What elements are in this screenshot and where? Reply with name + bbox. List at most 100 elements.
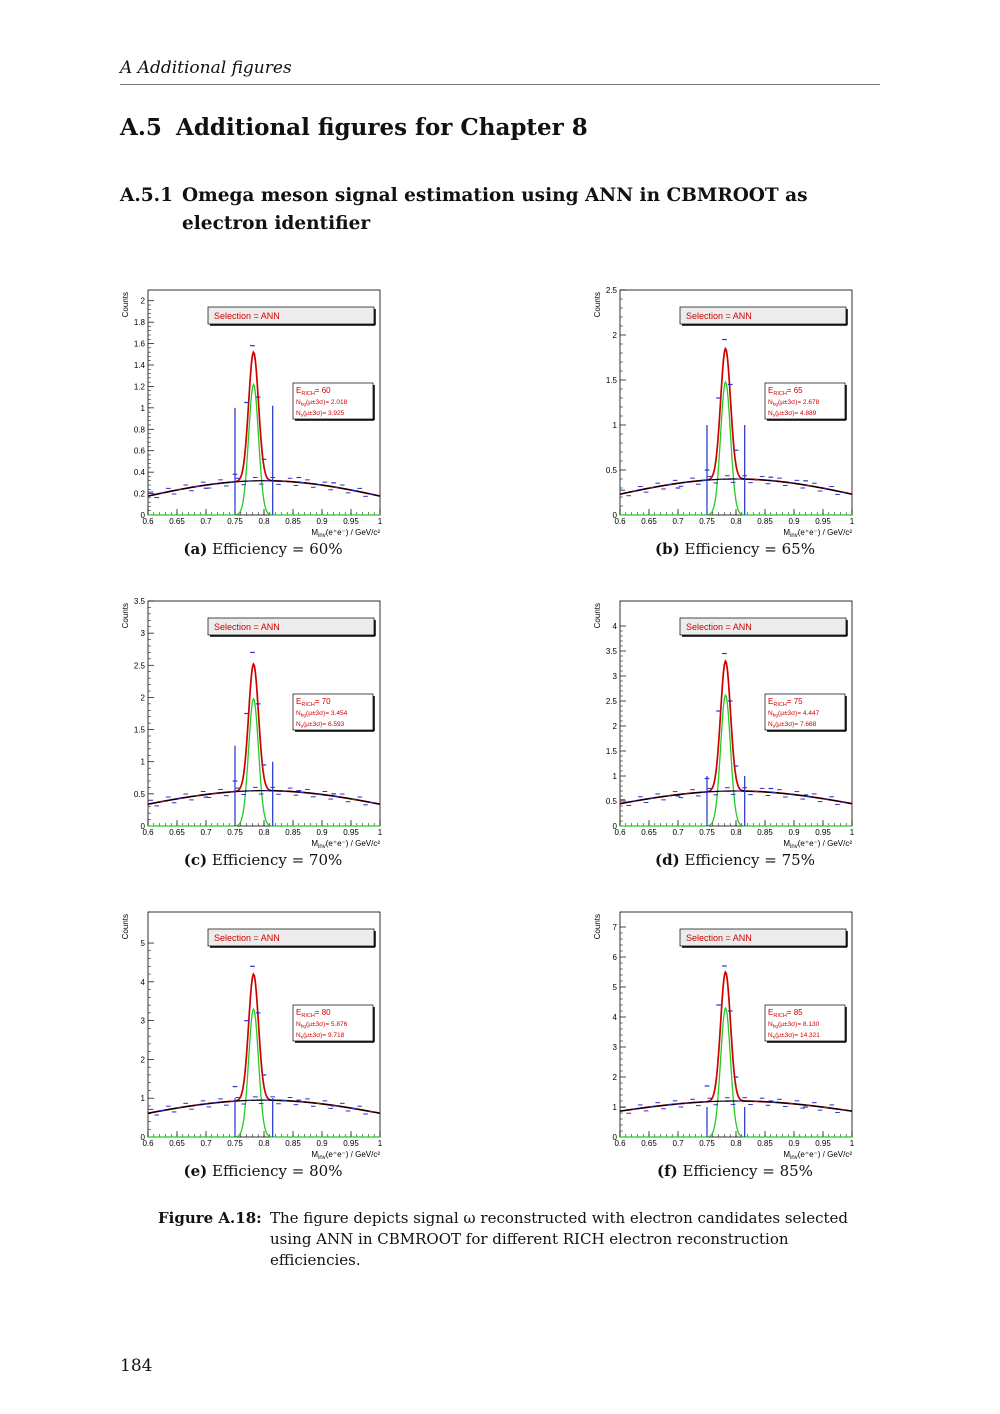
x-tick-label: 0.95: [343, 517, 359, 526]
x-tick-label: 0.95: [815, 828, 831, 837]
y-axis-label: Counts: [121, 914, 130, 939]
y-tick-label: 1.2: [134, 382, 146, 391]
subfigure-label: (e): [183, 1162, 208, 1180]
header-rule: [120, 84, 880, 85]
subsection-title-text: Omega meson signal estimation using ANN …: [182, 185, 808, 234]
subfigure-label: (f): [657, 1162, 678, 1180]
y-tick-label: 2: [141, 297, 146, 306]
x-tick-label: 0.85: [285, 828, 301, 837]
y-tick-label: 1: [141, 1094, 146, 1103]
info-n-bg: Nbg(μ±3σ)= 2.678: [768, 399, 820, 408]
background-fit-curve: [147, 480, 381, 497]
signal-fit-curve: [148, 382, 380, 516]
info-e-rich: ERICH= 65: [768, 386, 803, 397]
x-tick-label: 0.65: [641, 1139, 657, 1148]
info-box: [764, 382, 846, 420]
info-n-s: Ns(μ±3σ)= 4.889: [768, 410, 817, 419]
plot-svg: 0 0.5 1 1.5 2 2.5 3 3.5 4 0.6 0.65 0.7 0.75 0.8 0.85 0.…: [593, 600, 855, 850]
info-n-s: Ns(μ±3σ)= 14.321: [768, 1032, 820, 1041]
subfigure-caption: (e) Efficiency = 80%: [118, 1162, 408, 1180]
subfigure-label: (d): [655, 851, 680, 869]
legend-box: [679, 306, 847, 325]
y-tick-label: 2.5: [606, 286, 618, 295]
legend-title: Selection = ANN: [686, 933, 752, 943]
plot-svg: 0 0.2 0.4 0.6 0.8 1 1.2 1.4 1.6 1.8 2 0.6 0.65 0.7 0.7…: [121, 289, 383, 539]
y-tick-label: 5: [141, 939, 146, 948]
info-n-bg: Nbg(μ±3σ)= 4.447: [768, 710, 820, 719]
page-number: 184: [120, 1356, 153, 1376]
info-n-s: Ns(μ±3σ)= 7.668: [768, 721, 817, 730]
legend-box: [207, 617, 375, 636]
y-tick-label: 0.8: [134, 425, 146, 434]
x-axis-label: Minv(e⁺e⁻) / GeV/c²: [311, 528, 380, 539]
y-tick-label: 3: [141, 629, 146, 638]
subfigure-caption: (d) Efficiency = 75%: [590, 851, 880, 869]
signal-fit-curve: [620, 693, 852, 827]
y-tick-label: 0.5: [134, 790, 146, 799]
figure-caption: Figure A.18: The figure depicts signal ω…: [158, 1208, 858, 1271]
signal-fit-curve: [620, 1006, 852, 1138]
y-tick-label: 2: [613, 331, 618, 340]
x-tick-label: 0.85: [285, 1139, 301, 1148]
x-tick-label: 0.9: [316, 1139, 328, 1148]
x-tick-label: 0.85: [285, 517, 301, 526]
subfigure-caption-text: Efficiency = 75%: [679, 851, 815, 869]
info-n-s: Ns(μ±3σ)= 9.718: [296, 1032, 345, 1041]
y-tick-label: 0: [613, 822, 618, 831]
x-tick-label: 0.6: [614, 828, 626, 837]
plot-panel: 0 0.5 1 1.5 2 2.5 3 3.5 4 0.6 0.65 0.7 0.75 0.8 0.85 0.…: [590, 596, 880, 896]
info-n-bg: Nbg(μ±3σ)= 8.130: [768, 1021, 820, 1030]
x-axis-label: Minv(e⁺e⁻) / GeV/c²: [783, 1150, 852, 1161]
background-fit-curve: [619, 790, 853, 805]
y-tick-label: 2: [141, 693, 146, 702]
y-axis-label: Counts: [593, 292, 602, 317]
legend-box: [207, 306, 375, 325]
info-e-rich: ERICH= 85: [768, 1008, 803, 1019]
legend-box: [679, 617, 847, 636]
x-tick-label: 0.95: [815, 1139, 831, 1148]
subfigure-caption-text: Efficiency = 85%: [677, 1162, 813, 1180]
info-box: [764, 1004, 846, 1042]
x-tick-label: 0.6: [614, 1139, 626, 1148]
legend-title: Selection = ANN: [214, 933, 280, 943]
x-tick-label: 0.8: [258, 517, 270, 526]
x-tick-label: 1: [850, 828, 855, 837]
subfigure-caption: (b) Efficiency = 65%: [590, 540, 880, 558]
x-tick-label: 0.8: [730, 1139, 742, 1148]
plot-svg: 0 1 2 3 4 5 0.6 0.65 0.7 0.75 0.8 0.85 0.9 0.95 1 Count…: [121, 911, 383, 1161]
subfigure-label: (a): [183, 540, 208, 558]
info-n-bg: Nbg(μ±3σ)= 5.876: [296, 1021, 348, 1030]
y-tick-label: 5: [613, 983, 618, 992]
x-tick-label: 0.8: [730, 828, 742, 837]
subsection-title: A.5.1 Omega meson signal estimation usin…: [120, 182, 882, 238]
x-tick-label: 0.85: [757, 828, 773, 837]
y-tick-label: 3: [613, 1043, 618, 1052]
info-e-rich: ERICH= 70: [296, 697, 331, 708]
figure-caption-text: The figure depicts signal ω reconstructe…: [270, 1209, 848, 1269]
x-tick-label: 0.9: [316, 828, 328, 837]
subfigure-caption-text: Efficiency = 65%: [679, 540, 815, 558]
info-e-rich: ERICH= 80: [296, 1008, 331, 1019]
x-tick-label: 1: [378, 1139, 383, 1148]
x-tick-label: 0.75: [227, 1139, 243, 1148]
y-tick-label: 3: [613, 672, 618, 681]
y-tick-label: 1: [613, 1103, 618, 1112]
legend-title: Selection = ANN: [686, 622, 752, 632]
subfigure-caption: (c) Efficiency = 70%: [118, 851, 408, 869]
subfigure-label: (c): [183, 851, 208, 869]
figure-caption-label: Figure A.18:: [158, 1209, 262, 1227]
plot-panel: 0 0.5 1 1.5 2 2.5 0.6 0.65 0.7 0.75 0.8 0.85 0.9 0.95…: [590, 285, 880, 585]
running-head: A Additional figures: [120, 58, 292, 78]
x-tick-label: 0.7: [672, 517, 684, 526]
y-tick-label: 1: [613, 421, 618, 430]
x-tick-label: 0.6: [142, 828, 154, 837]
info-box: [292, 382, 374, 420]
plot-svg: 0 1 2 3 4 5 6 7 0.6 0.65 0.7 0.75 0.8 0.85 0.9 0.95 1 Cou…: [593, 911, 855, 1161]
x-tick-label: 0.65: [641, 517, 657, 526]
x-axis-label: Minv(e⁺e⁻) / GeV/c²: [783, 839, 852, 850]
plot-panel: 0 1 2 3 4 5 6 7 0.6 0.65 0.7 0.75 0.8 0.85 0.9 0.95 1 Cou…: [590, 907, 880, 1207]
y-tick-label: 1.5: [134, 726, 146, 735]
y-tick-label: 3.5: [134, 597, 146, 606]
x-tick-label: 1: [850, 1139, 855, 1148]
x-tick-label: 0.7: [200, 1139, 212, 1148]
